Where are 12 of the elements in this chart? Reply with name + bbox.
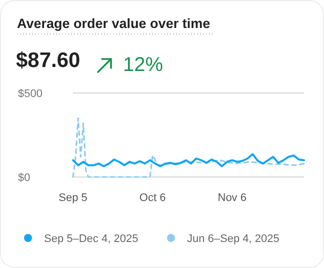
x-tick-label: Sep 5 (58, 192, 88, 204)
text: 12% (123, 54, 164, 76)
y-tick-label: $0 (18, 172, 30, 184)
chart-title: Average order value over time (17, 16, 211, 31)
y-tick-label: $500 (18, 88, 42, 100)
legend-label: Jun 6–Sep 4, 2025 (187, 233, 280, 245)
line-series (72, 117, 305, 178)
legend-label: Sep 5–Dec 4, 2025 (44, 233, 138, 245)
x-tick-label: Oct 6 (139, 192, 166, 204)
x-tick-label: Nov 6 (218, 192, 247, 204)
line-series (72, 153, 305, 168)
text: $87.60 (16, 49, 80, 72)
